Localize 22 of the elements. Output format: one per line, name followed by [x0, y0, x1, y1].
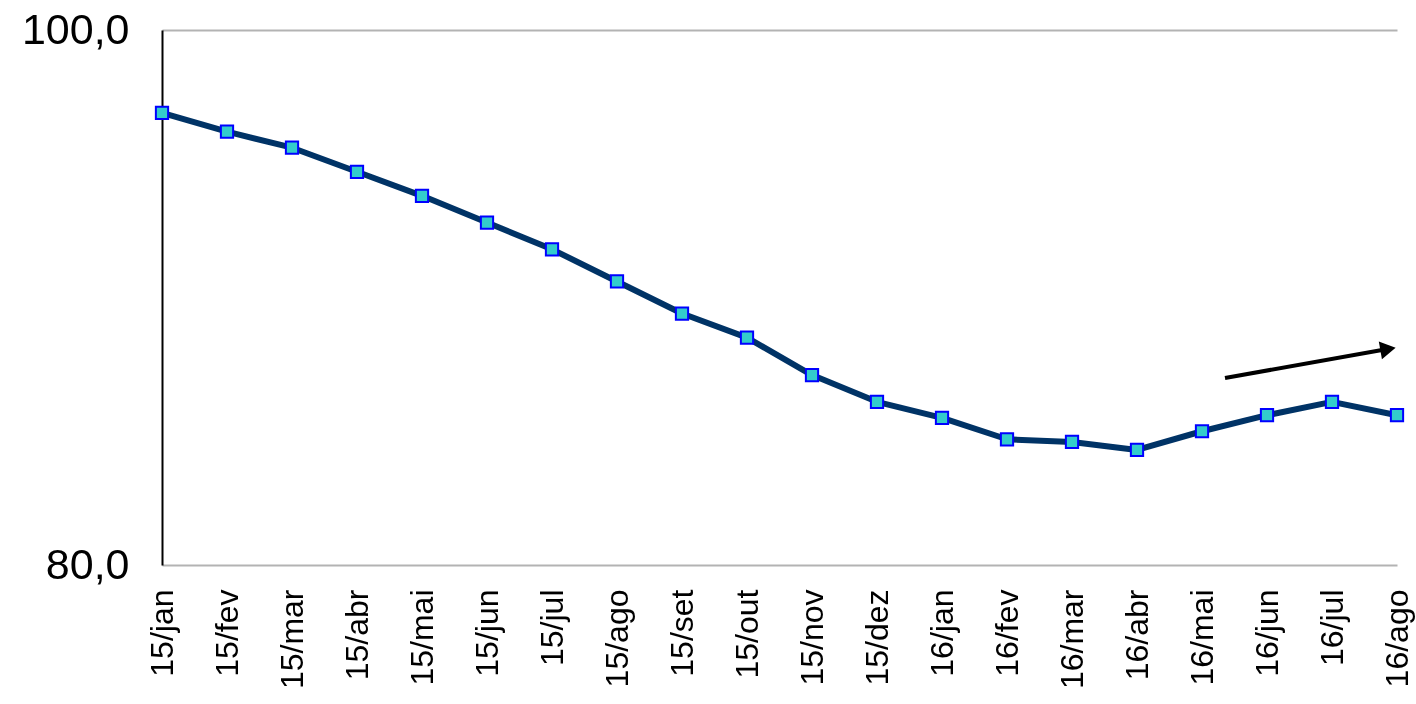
x-tick-label: 15/mar	[273, 589, 310, 690]
x-tick-label: 16/mar	[1053, 589, 1090, 690]
x-tick-label: 15/nov	[793, 589, 830, 686]
x-tick-label: 16/abr	[1118, 589, 1155, 681]
x-tick-label: 16/ago	[1378, 589, 1415, 688]
x-tick-label: 15/jun	[468, 589, 505, 677]
x-tick-label: 15/abr	[338, 589, 375, 681]
x-tick-label: 16/jun	[1248, 589, 1285, 677]
x-tick-label: 15/out	[728, 589, 765, 679]
x-tick-label: 15/fev	[208, 589, 245, 677]
x-tick-label: 15/mai	[403, 589, 440, 686]
x-tick-label: 15/ago	[598, 589, 635, 688]
x-tick-label: 16/mai	[1183, 589, 1220, 686]
x-tick-label: 15/jul	[533, 589, 570, 666]
x-tick-label: 16/jan	[923, 589, 960, 677]
x-tick-label: 15/set	[663, 589, 700, 677]
y-tick-label: 80,0	[45, 539, 130, 588]
x-tick-label: 15/dez	[858, 589, 895, 686]
x-tick-label: 16/fev	[988, 589, 1025, 677]
x-tick-label: 15/jan	[143, 589, 180, 677]
x-tick-label: 16/jul	[1313, 589, 1350, 666]
y-tick-label: 100,0	[21, 4, 130, 53]
